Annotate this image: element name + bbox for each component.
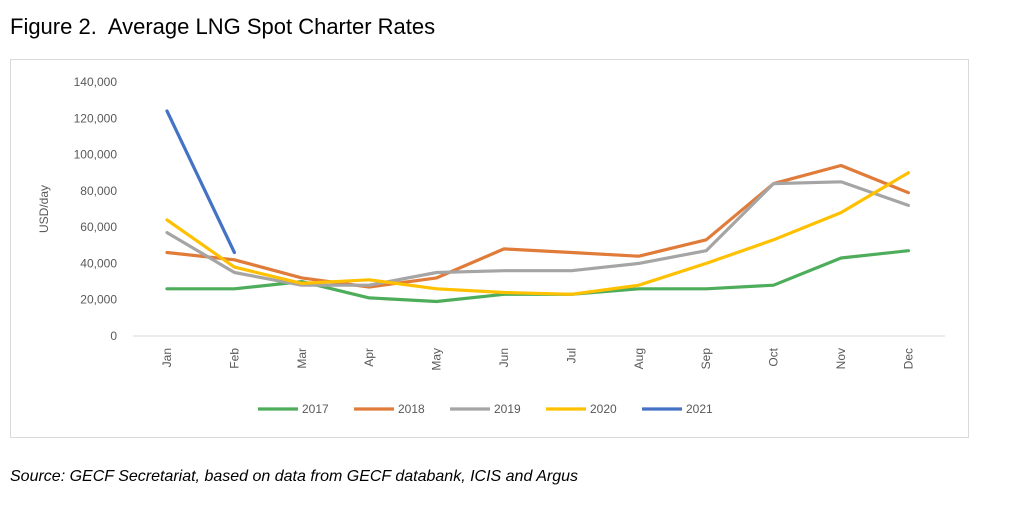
x-tick-label: Dec (901, 348, 915, 369)
source-note: Source: GECF Secretariat, based on data … (10, 468, 578, 485)
x-tick-label: Mar (295, 348, 309, 369)
x-tick-label: Nov (834, 348, 848, 369)
chart-frame (10, 59, 969, 438)
x-tick-label: Jun (497, 348, 511, 367)
figure-title: Figure 2. Average LNG Spot Charter Rates (10, 14, 436, 39)
y-tick-label: 20,000 (80, 293, 117, 307)
y-tick-label: 60,000 (80, 220, 117, 234)
y-tick-label: 40,000 (80, 256, 117, 270)
x-tick-label: Jul (564, 348, 578, 363)
series-line-2020 (165, 171, 911, 296)
x-tick-label: Feb (227, 348, 241, 369)
legend-label-2021: 2021 (686, 402, 713, 416)
x-tick-label: Jan (160, 348, 174, 367)
y-tick-label: 80,000 (80, 184, 117, 198)
series-line-2021 (165, 109, 236, 255)
x-tick-label: Oct (767, 347, 781, 366)
y-tick-label: 100,000 (74, 148, 118, 162)
x-tick-label: Sep (699, 348, 713, 370)
y-tick-label: 120,000 (74, 111, 118, 125)
series-line-2018 (165, 163, 911, 289)
legend-label-2020: 2020 (590, 402, 617, 416)
y-tick-label: 140,000 (74, 75, 118, 89)
legend-label-2017: 2017 (302, 402, 329, 416)
x-tick-label: Apr (362, 348, 376, 367)
y-axis-title: USD/day (37, 185, 51, 233)
x-tick-label: Aug (632, 348, 646, 369)
x-tick-label: May (430, 348, 444, 371)
legend-label-2018: 2018 (398, 402, 425, 416)
y-tick-label: 0 (110, 329, 117, 343)
series-line-2019 (165, 180, 911, 287)
legend-label-2019: 2019 (494, 402, 521, 416)
